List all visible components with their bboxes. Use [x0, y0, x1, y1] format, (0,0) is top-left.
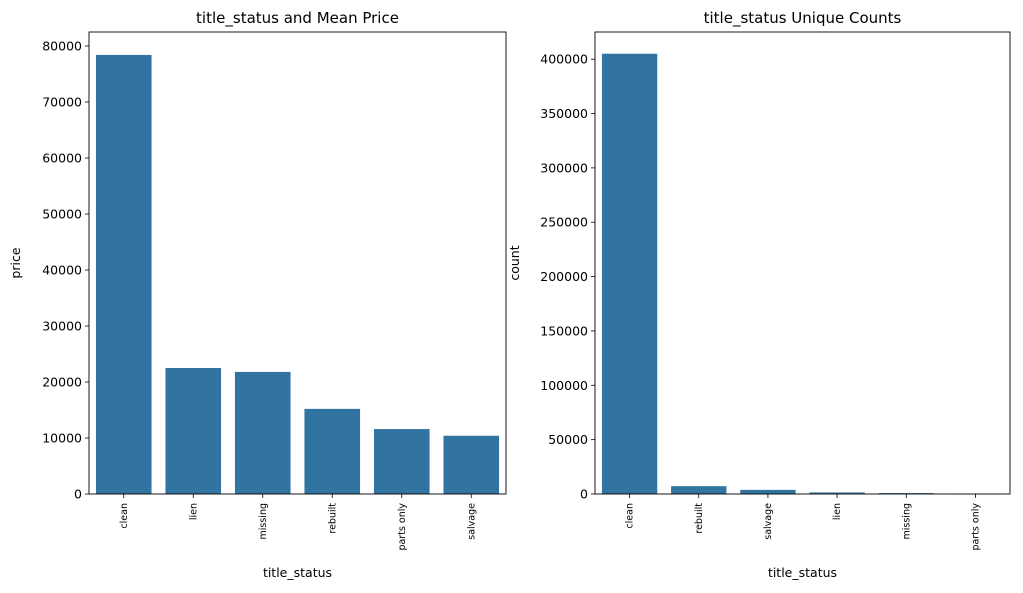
price-chart-bars	[96, 55, 499, 494]
price-chart-bar-salvage	[443, 436, 499, 494]
count-chart-y-tick-label: 250000	[540, 215, 588, 230]
count-chart-y-tick-label: 150000	[540, 323, 588, 338]
count-chart-x-tick-label: lien	[832, 503, 843, 520]
count-chart-x-tick-label: parts only	[970, 503, 981, 551]
count-chart-y-tick-label: 350000	[540, 106, 588, 121]
price-chart-frame	[89, 32, 506, 494]
price-chart-x-tick-label: rebuilt	[327, 503, 338, 534]
price-chart-bar-rebuilt	[304, 409, 360, 494]
price-chart-x-tick-label: parts only	[397, 503, 408, 551]
count-chart-y-tick-label: 100000	[540, 378, 588, 393]
count-chart-x-tick-label: rebuilt	[694, 503, 705, 534]
price-chart-y-tick-label: 30000	[42, 319, 82, 334]
count-chart-bar-salvage	[740, 490, 795, 494]
price-chart-bar-clean	[96, 55, 152, 494]
price-chart-title: title_status and Mean Price	[196, 9, 399, 28]
count-chart-x-tick-label: clean	[625, 503, 636, 529]
price-chart-x-tick-label: lien	[188, 503, 199, 520]
count-chart-y-axis: 0 50000 100000 150000 200000 250000 300000 3500…	[540, 52, 595, 502]
count-chart-y-tick-label: 300000	[540, 160, 588, 175]
price-chart-x-axis: clean lien missing rebuilt parts only salvage	[119, 494, 478, 551]
count-chart-y-tick-label: 50000	[548, 432, 588, 447]
price-chart-y-tick-label: 70000	[42, 95, 82, 110]
price-chart-y-tick-label: 40000	[42, 263, 82, 278]
price-chart-bar-missing	[235, 372, 291, 494]
count-chart-x-tick-label: missing	[901, 503, 912, 539]
price-chart-x-tick-label: missing	[258, 503, 269, 539]
count-chart-bar-clean	[602, 54, 657, 494]
count-chart-xlabel: title_status	[768, 565, 837, 580]
count-chart: title_status Unique Counts title_status …	[507, 9, 1010, 580]
count-chart-bars	[602, 54, 1003, 494]
price-chart-bar-lien	[165, 368, 221, 494]
count-chart-y-tick-label: 200000	[540, 269, 588, 284]
price-chart-bar-parts-only	[374, 429, 430, 494]
price-chart-x-tick-label: salvage	[466, 503, 477, 540]
price-chart-y-tick-label: 80000	[42, 39, 82, 54]
count-chart-x-tick-label: salvage	[763, 503, 774, 540]
count-chart-ylabel: count	[507, 245, 522, 280]
price-chart-y-tick-label: 20000	[42, 375, 82, 390]
price-chart-y-tick-label: 10000	[42, 431, 82, 446]
count-chart-y-tick-label: 400000	[540, 52, 588, 67]
price-chart-xlabel: title_status	[263, 565, 332, 580]
price-chart: title_status and Mean Price title_status…	[8, 9, 506, 580]
count-chart-title: title_status Unique Counts	[704, 9, 902, 28]
count-chart-y-tick-label: 0	[580, 487, 588, 502]
price-chart-x-tick-label: clean	[119, 503, 130, 529]
price-chart-y-tick-label: 60000	[42, 151, 82, 166]
count-chart-bar-rebuilt	[671, 486, 726, 494]
price-chart-y-tick-label: 50000	[42, 207, 82, 222]
price-chart-y-tick-label: 0	[74, 487, 82, 502]
count-chart-x-axis: clean rebuilt salvage lien missing parts only	[625, 494, 982, 551]
price-chart-ylabel: price	[8, 247, 23, 278]
price-chart-y-axis: 0 10000 20000 30000 40000 50000 60000 70000 8000…	[42, 39, 89, 502]
